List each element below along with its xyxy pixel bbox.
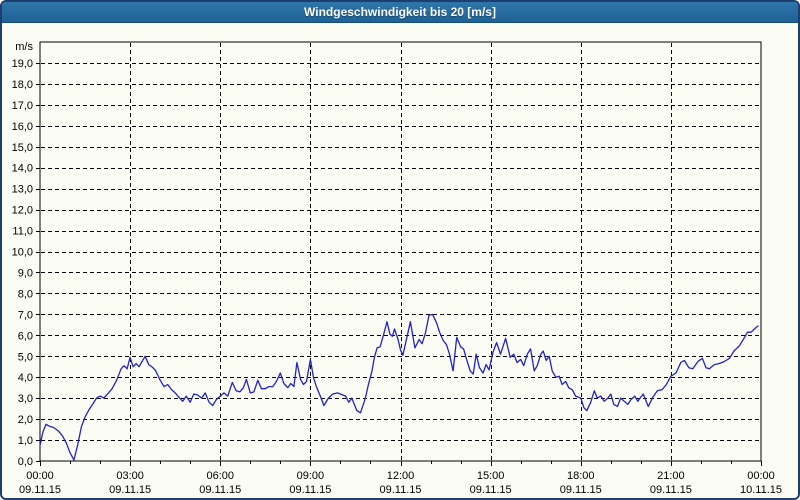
- chart-title: Windgeschwindigkeit bis 20 [m/s]: [304, 5, 496, 19]
- y-tick-label: 6,0: [18, 330, 33, 342]
- chart-panel: 0,0 1,0 2,0 3,0 4,0 5,0 6,0 7,0 8,0 9,0 10,0 11,0 12…: [2, 23, 798, 498]
- y-tick-label: 8,0: [18, 288, 33, 300]
- x-tick-date-label: 09.11.15: [650, 484, 692, 496]
- x-tick-time-label: 12:00: [387, 470, 415, 482]
- y-tick-label: 16,0: [12, 121, 33, 133]
- wind-speed-chart: 0,0 1,0 2,0 3,0 4,0 5,0 6,0 7,0 8,0 9,0 10,0 11,0 12…: [12, 41, 782, 496]
- y-axis-unit-label: m/s: [15, 41, 33, 53]
- y-tick-label: 17,0: [12, 100, 33, 112]
- title-bar: Windgeschwindigkeit bis 20 [m/s]: [2, 2, 798, 23]
- x-tick-time-label: 00:00: [747, 470, 775, 482]
- x-tick-time-label: 00:00: [26, 470, 54, 482]
- x-tick-time-label: 15:00: [477, 470, 505, 482]
- x-tick-date-label: 09.11.15: [289, 484, 331, 496]
- y-tick-label: 15,0: [12, 142, 33, 154]
- y-tick-label: 10,0: [12, 247, 33, 259]
- x-tick-time-label: 21:00: [657, 470, 685, 482]
- plot-frame: [39, 41, 762, 462]
- y-tick-label: 18,0: [12, 79, 33, 91]
- x-tick-date-label: 09.11.15: [19, 484, 61, 496]
- y-tick-label: 0,0: [18, 456, 33, 468]
- x-tick-time-label: 03:00: [116, 470, 144, 482]
- x-tick-date-label: 09.11.15: [199, 484, 241, 496]
- x-tick-date-label: 09.11.15: [560, 484, 602, 496]
- y-tick-label: 14,0: [12, 163, 33, 175]
- x-tick-time-label: 06:00: [206, 470, 234, 482]
- y-tick-label: 4,0: [18, 372, 33, 384]
- y-tick-label: 5,0: [18, 351, 33, 363]
- x-tick-date-label: 09.11.15: [379, 484, 421, 496]
- x-tick-date-label: 09.11.15: [109, 484, 151, 496]
- y-tick-label: 12,0: [12, 205, 33, 217]
- y-tick-label: 19,0: [12, 58, 33, 70]
- y-tick-label: 13,0: [12, 184, 33, 196]
- y-tick-label: 9,0: [18, 267, 33, 279]
- wind-speed-line: [39, 313, 759, 461]
- y-tick-label: 1,0: [18, 435, 33, 447]
- x-tick-time-label: 09:00: [297, 470, 325, 482]
- y-tick-label: 2,0: [18, 414, 33, 426]
- x-tick-time-label: 18:00: [567, 470, 595, 482]
- y-tick-label: 3,0: [18, 393, 33, 405]
- y-tick-label: 11,0: [12, 226, 33, 238]
- x-tick-date-label: 09.11.15: [470, 484, 512, 496]
- x-tick-date-label: 10.11.15: [740, 484, 782, 496]
- y-tick-label: 7,0: [18, 309, 33, 321]
